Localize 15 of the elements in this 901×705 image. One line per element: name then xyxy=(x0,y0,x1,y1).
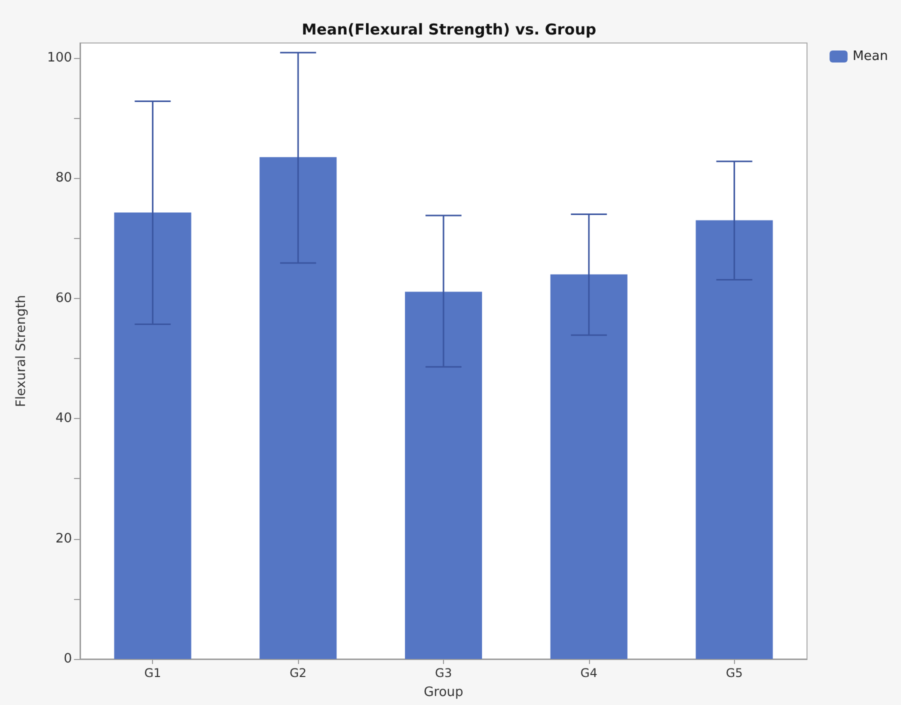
x-tick-label: G1 xyxy=(144,666,162,680)
x-axis-title: Group xyxy=(424,685,464,700)
y-tick-label: 80 xyxy=(55,170,72,186)
x-tick-label: G5 xyxy=(726,666,743,680)
x-tick-label: G2 xyxy=(290,666,307,680)
y-tick-label: 40 xyxy=(55,411,72,426)
y-tick-label: 20 xyxy=(55,531,72,546)
y-tick-label: 0 xyxy=(64,652,72,666)
x-tick-label: G3 xyxy=(435,666,452,680)
legend-label: Mean xyxy=(852,49,888,64)
y-tick-label: 60 xyxy=(55,290,72,306)
x-tick-label: G4 xyxy=(580,666,598,680)
y-axis-title: Flexural Strength xyxy=(14,294,29,408)
y-tick-label: 100 xyxy=(47,50,72,66)
chart-title: Mean(Flexural Strength) vs. Group xyxy=(302,20,597,38)
